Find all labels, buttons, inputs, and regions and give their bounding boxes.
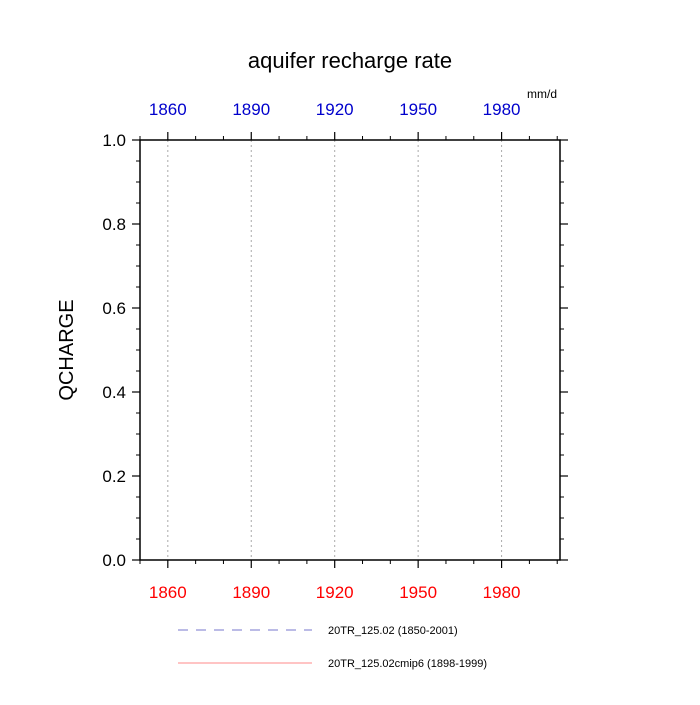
legend: 20TR_125.02 (1850-2001) 20TR_125.02cmip6 … [178, 625, 487, 670]
x-tick-label-bottom: 1920 [316, 583, 354, 602]
x-tick-label-top: 1980 [483, 100, 521, 119]
x-tick-label-top: 1890 [232, 100, 270, 119]
legend-label-2: 20TR_125.02cmip6 (1898-1999) [328, 658, 487, 670]
x-tick-label-top: 1950 [399, 100, 437, 119]
x-tick-label-bottom: 1890 [232, 583, 270, 602]
x-tick-label-bottom: 1950 [399, 583, 437, 602]
y-tick-label: 1.0 [102, 131, 126, 150]
axes-layer: 0.0 0.2 0.4 0.6 0.8 1.0 1860 1890 1920 1950 1980 18… [102, 100, 568, 602]
y-tick-label: 0.0 [102, 551, 126, 570]
x-tick-label-bottom: 1860 [149, 583, 187, 602]
y-tick-label: 0.6 [102, 299, 126, 318]
y-tick-label: 0.4 [102, 383, 126, 402]
x-tick-label-bottom: 1980 [483, 583, 521, 602]
grid-layer [167, 140, 503, 560]
labels-layer: aquifer recharge rate mm/d QCHARGE [56, 48, 557, 401]
units-label: mm/d [527, 87, 557, 101]
y-tick-label: 0.2 [102, 467, 126, 486]
y-axis-label: QCHARGE [56, 299, 78, 400]
chart-title: aquifer recharge rate [248, 48, 452, 73]
y-tick-label: 0.8 [102, 215, 126, 234]
x-tick-label-top: 1860 [149, 100, 187, 119]
legend-label-1: 20TR_125.02 (1850-2001) [328, 625, 458, 637]
plot-frame [139, 139, 561, 561]
x-tick-label-top: 1920 [316, 100, 354, 119]
